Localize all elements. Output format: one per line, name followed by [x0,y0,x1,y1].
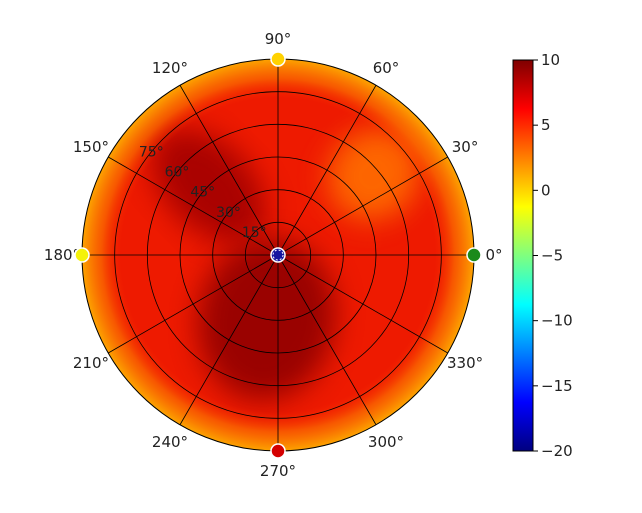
angle-tick-label: 150° [73,138,109,156]
angle-tick-label: 60° [373,59,400,77]
angle-tick-label: 30° [452,138,479,156]
colorbar-tick-label: −10 [541,312,573,330]
angle-tick-label: 210° [73,354,109,372]
angle-tick-label: 300° [368,433,404,451]
colorbar-tick-label: 10 [541,51,560,69]
radial-tick-labels: 15°30°45°60°75° [139,144,267,240]
angle-tick-label: 240° [152,433,188,451]
radial-tick-label: 15° [242,225,267,241]
grid-spoke [179,254,279,425]
angle-tick-label: 0° [485,246,502,264]
colorbar-tick-label: 0 [541,181,551,199]
direction-marker [270,443,286,459]
colorbar-tick-label: −5 [541,247,563,265]
angle-tick-label: 270° [260,462,296,480]
direction-marker [74,247,90,263]
colorbar: 10 5 0 −5 −10 −15 −20 [512,51,573,460]
grid-spoke [277,85,377,256]
angle-tick-labels: 0° 30° 60° 90° 120° 150° 180° 210° 240° 270° 300° 3… [44,30,503,480]
grid-spoke [277,156,448,256]
polar-grid [82,59,474,451]
grid-spoke [108,156,279,256]
grid-spoke [277,254,448,354]
grid-spoke [108,254,279,354]
angle-tick-label: 330° [447,354,483,372]
radial-tick-label: 60° [165,165,190,181]
radial-tick-label: 45° [190,185,215,201]
direction-marker [270,51,286,67]
colorbar-tick-label: −20 [541,442,573,460]
angle-tick-label: 180° [44,246,80,264]
radial-tick-label: 75° [139,144,164,160]
grid-spoke [277,254,377,425]
direction-marker [466,247,482,263]
center-marker-ring [272,249,284,261]
direction-marker [270,247,286,263]
grid-spoke [179,85,279,256]
angle-tick-label: 90° [265,30,292,48]
radial-tick-label: 30° [216,205,241,221]
direction-markers [74,51,482,459]
colorbar-tick-label: −15 [541,377,573,395]
colorbar-tick-label: 5 [541,116,551,134]
angle-tick-label: 120° [152,59,188,77]
colorbar-gradient [512,59,534,452]
colorbar-ticks: 10 5 0 −5 −10 −15 −20 [533,51,573,460]
